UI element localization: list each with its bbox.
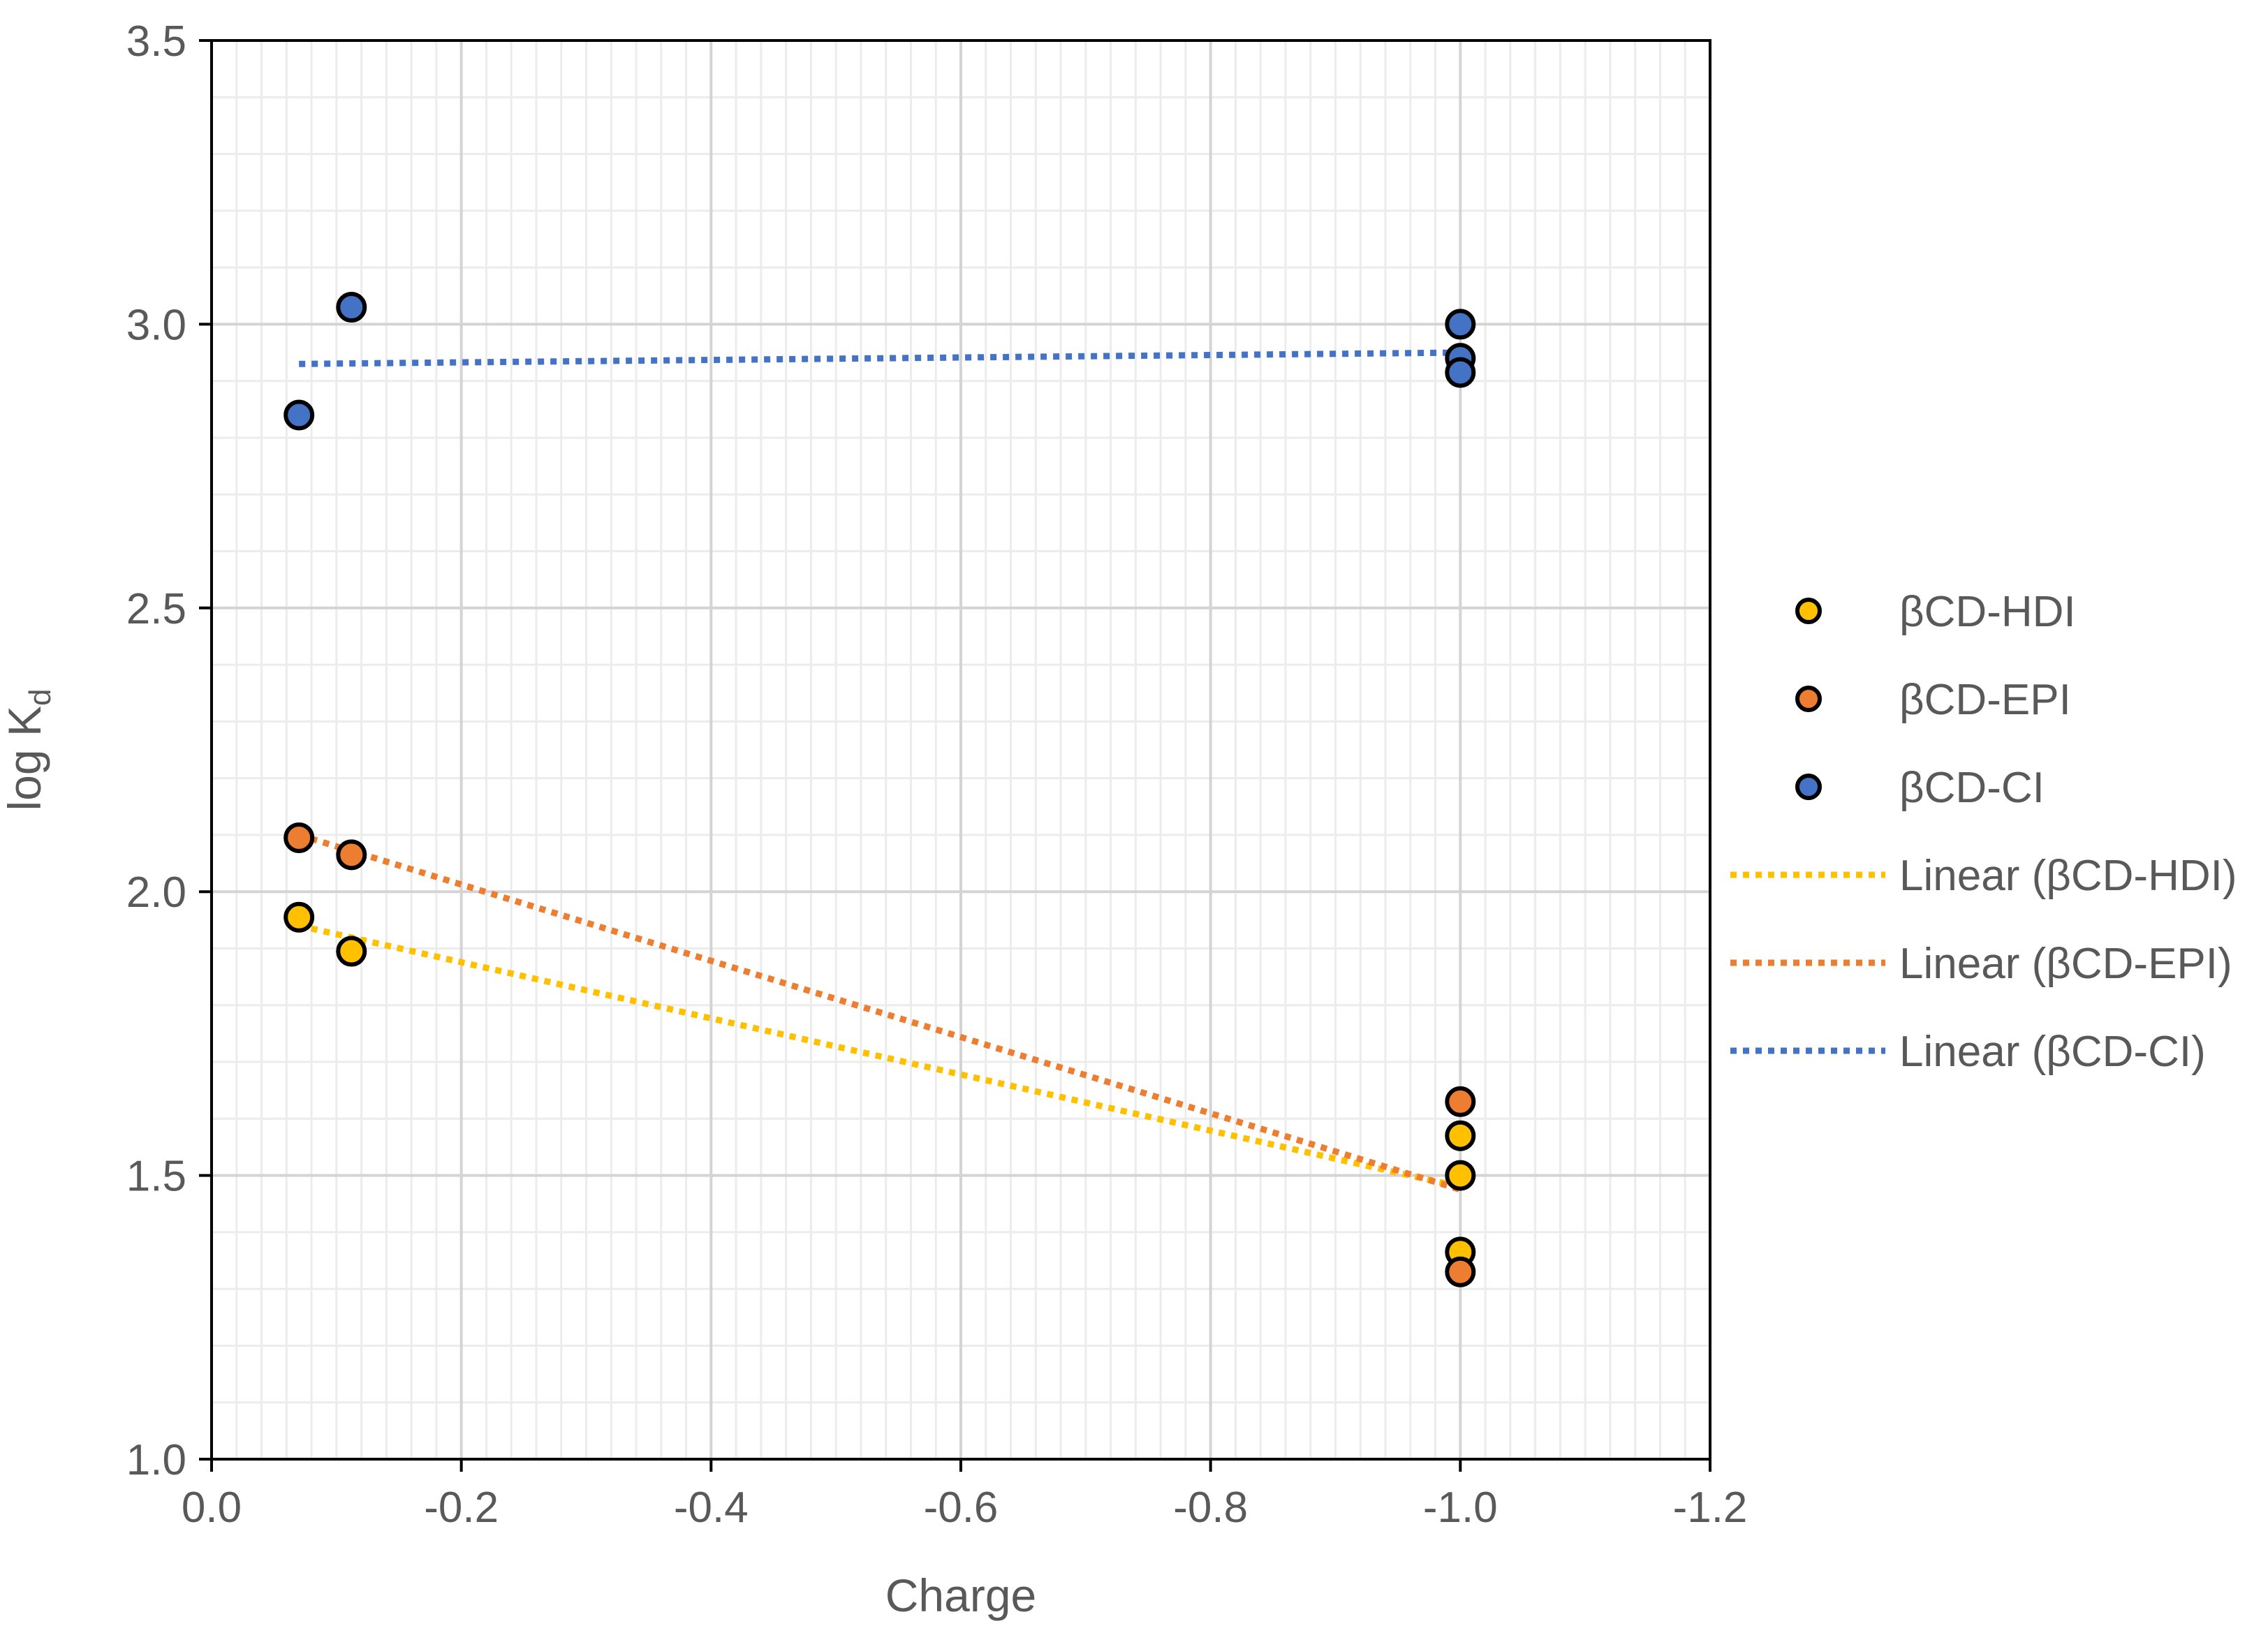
data-point	[336, 292, 367, 323]
y-tick-label: 2.5	[126, 585, 186, 633]
trendline	[299, 349, 1461, 367]
x-tick-label: -1.0	[1423, 1484, 1498, 1532]
legend-label: βCD-HDI	[1899, 588, 2076, 636]
trendline	[298, 922, 1461, 1190]
data-point	[1445, 1160, 1476, 1191]
y-tick-label: 3.5	[126, 17, 186, 66]
x-tick-label: -0.6	[924, 1484, 999, 1532]
x-tick-label: 0.0	[182, 1484, 242, 1532]
y-axis-label-main: log K	[0, 706, 50, 811]
y-axis-label: log Kd	[0, 689, 57, 811]
trendlines	[297, 349, 1461, 1193]
data-point	[284, 399, 315, 431]
data-point	[1445, 1256, 1476, 1287]
data-points	[284, 292, 1476, 1287]
legend-label: βCD-CI	[1899, 764, 2045, 812]
data-point	[1445, 1086, 1476, 1117]
legend-trend-label: Linear (βCD-HDI)	[1899, 852, 2237, 900]
y-tick-label: 1.5	[126, 1153, 186, 1201]
y-tick-label: 1.0	[126, 1436, 186, 1484]
data-point	[1445, 1120, 1476, 1151]
x-tick-label: -0.8	[1173, 1484, 1248, 1532]
x-axis-ticks: 0.0 -0.2 -0.4 -0.6 -0.8 -1.0 -1.2	[182, 1459, 1748, 1532]
data-point	[336, 936, 367, 967]
x-tick-label: -0.2	[424, 1484, 499, 1532]
y-axis-ticks: 1.0 1.5 2.0 2.5 3.0 3.5	[126, 17, 212, 1484]
x-tick-label: -0.4	[674, 1484, 749, 1532]
data-point	[1445, 309, 1476, 340]
data-point	[336, 839, 367, 871]
legend-trend-label: Linear (βCD-CI)	[1899, 1028, 2206, 1076]
legend-marker	[1795, 598, 1822, 624]
y-tick-label: 3.0	[126, 301, 186, 349]
x-axis-label: Charge	[885, 1569, 1036, 1621]
data-point	[1445, 357, 1476, 388]
legend-label: βCD-EPI	[1899, 676, 2071, 724]
legend-marker	[1795, 774, 1822, 800]
x-tick-label: -1.2	[1673, 1484, 1748, 1532]
trendline	[297, 832, 1461, 1193]
y-tick-label: 2.0	[126, 869, 186, 917]
legend: βCD-HDI βCD-EPI βCD-CI Linear (βCD-HDI) Line…	[1730, 588, 2237, 1076]
y-axis-label-subscript: d	[23, 689, 57, 706]
data-point	[284, 901, 315, 933]
data-point	[284, 822, 315, 853]
legend-marker	[1795, 686, 1822, 712]
legend-trend-label: Linear (βCD-EPI)	[1899, 940, 2232, 988]
